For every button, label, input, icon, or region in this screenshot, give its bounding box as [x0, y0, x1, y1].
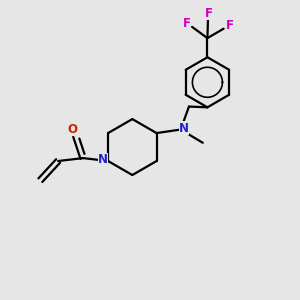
Text: N: N — [98, 153, 108, 166]
Text: F: F — [183, 17, 191, 30]
Text: F: F — [205, 7, 213, 20]
Text: F: F — [226, 19, 233, 32]
Text: N: N — [179, 122, 189, 135]
Text: O: O — [68, 123, 78, 136]
